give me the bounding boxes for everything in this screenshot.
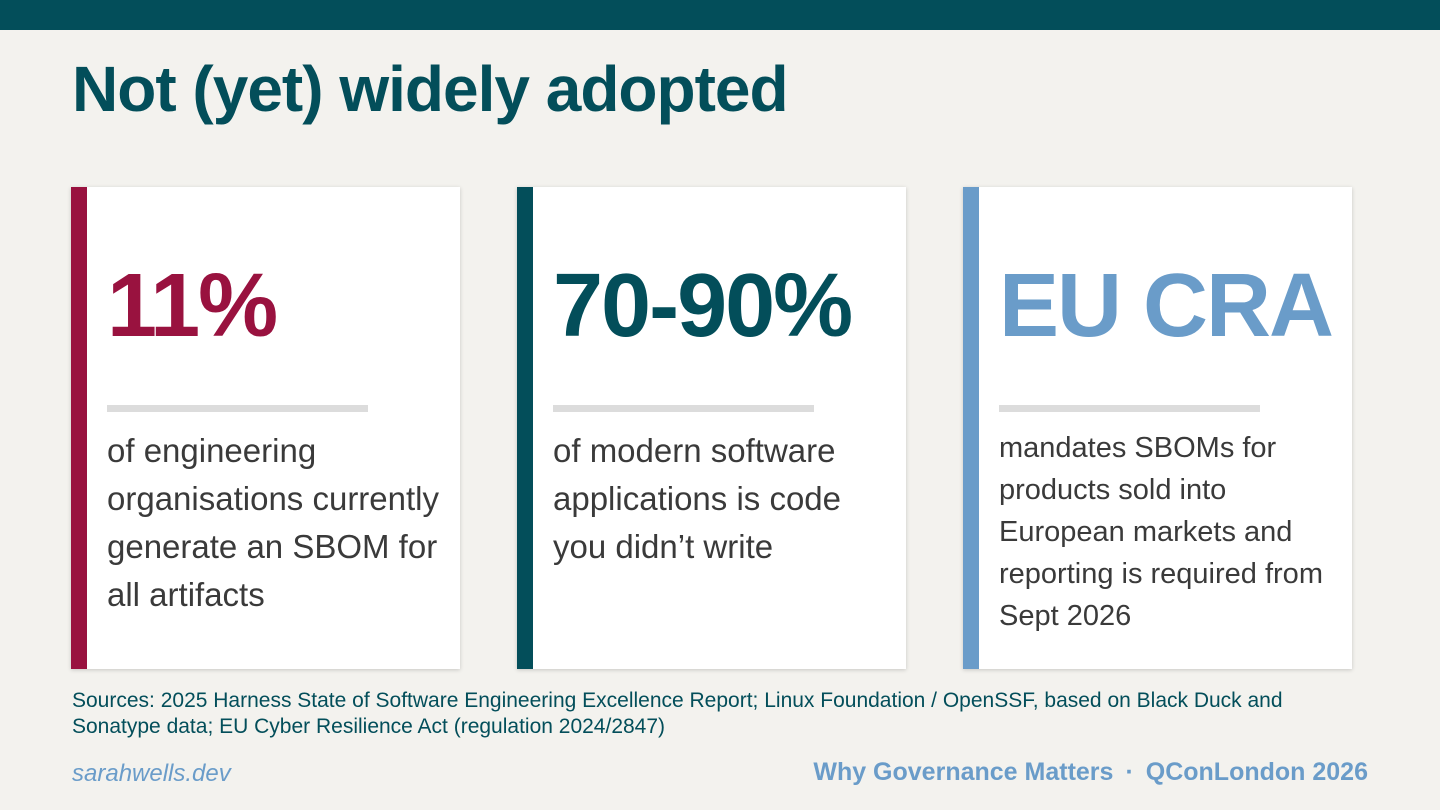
stat-card: 11% of engineering organisations current… <box>71 187 460 669</box>
stat: EU CRA <box>999 256 1334 356</box>
stat-text: mandates SBOMs for products sold into Eu… <box>999 432 1323 632</box>
talk: Why Governance Matters <box>813 758 1114 786</box>
site: sarahwells.dev <box>72 760 231 787</box>
separator: · <box>1125 758 1134 786</box>
stat-card: EU CRA mandates SBOMs for products sold … <box>963 187 1352 669</box>
divider <box>107 405 368 412</box>
event: QConLondon 2026 <box>1145 758 1368 786</box>
stat-card: 70-90% of modern software applications i… <box>517 187 906 669</box>
divider <box>999 405 1260 412</box>
stat-text: of engineering organisations currently g… <box>107 432 439 613</box>
stat-text: of modern software applications is code … <box>553 432 842 565</box>
sources: Sources: 2025 Harness State of Software … <box>72 689 1283 738</box>
stat: 70-90% <box>553 256 853 356</box>
stat: 11% <box>107 256 278 356</box>
top-bar <box>0 0 1440 30</box>
title: Not (yet) widely adopted <box>72 53 789 125</box>
divider <box>553 405 814 412</box>
footer-right: Why Governance Matters · QConLondon 2026 <box>813 758 1368 787</box>
